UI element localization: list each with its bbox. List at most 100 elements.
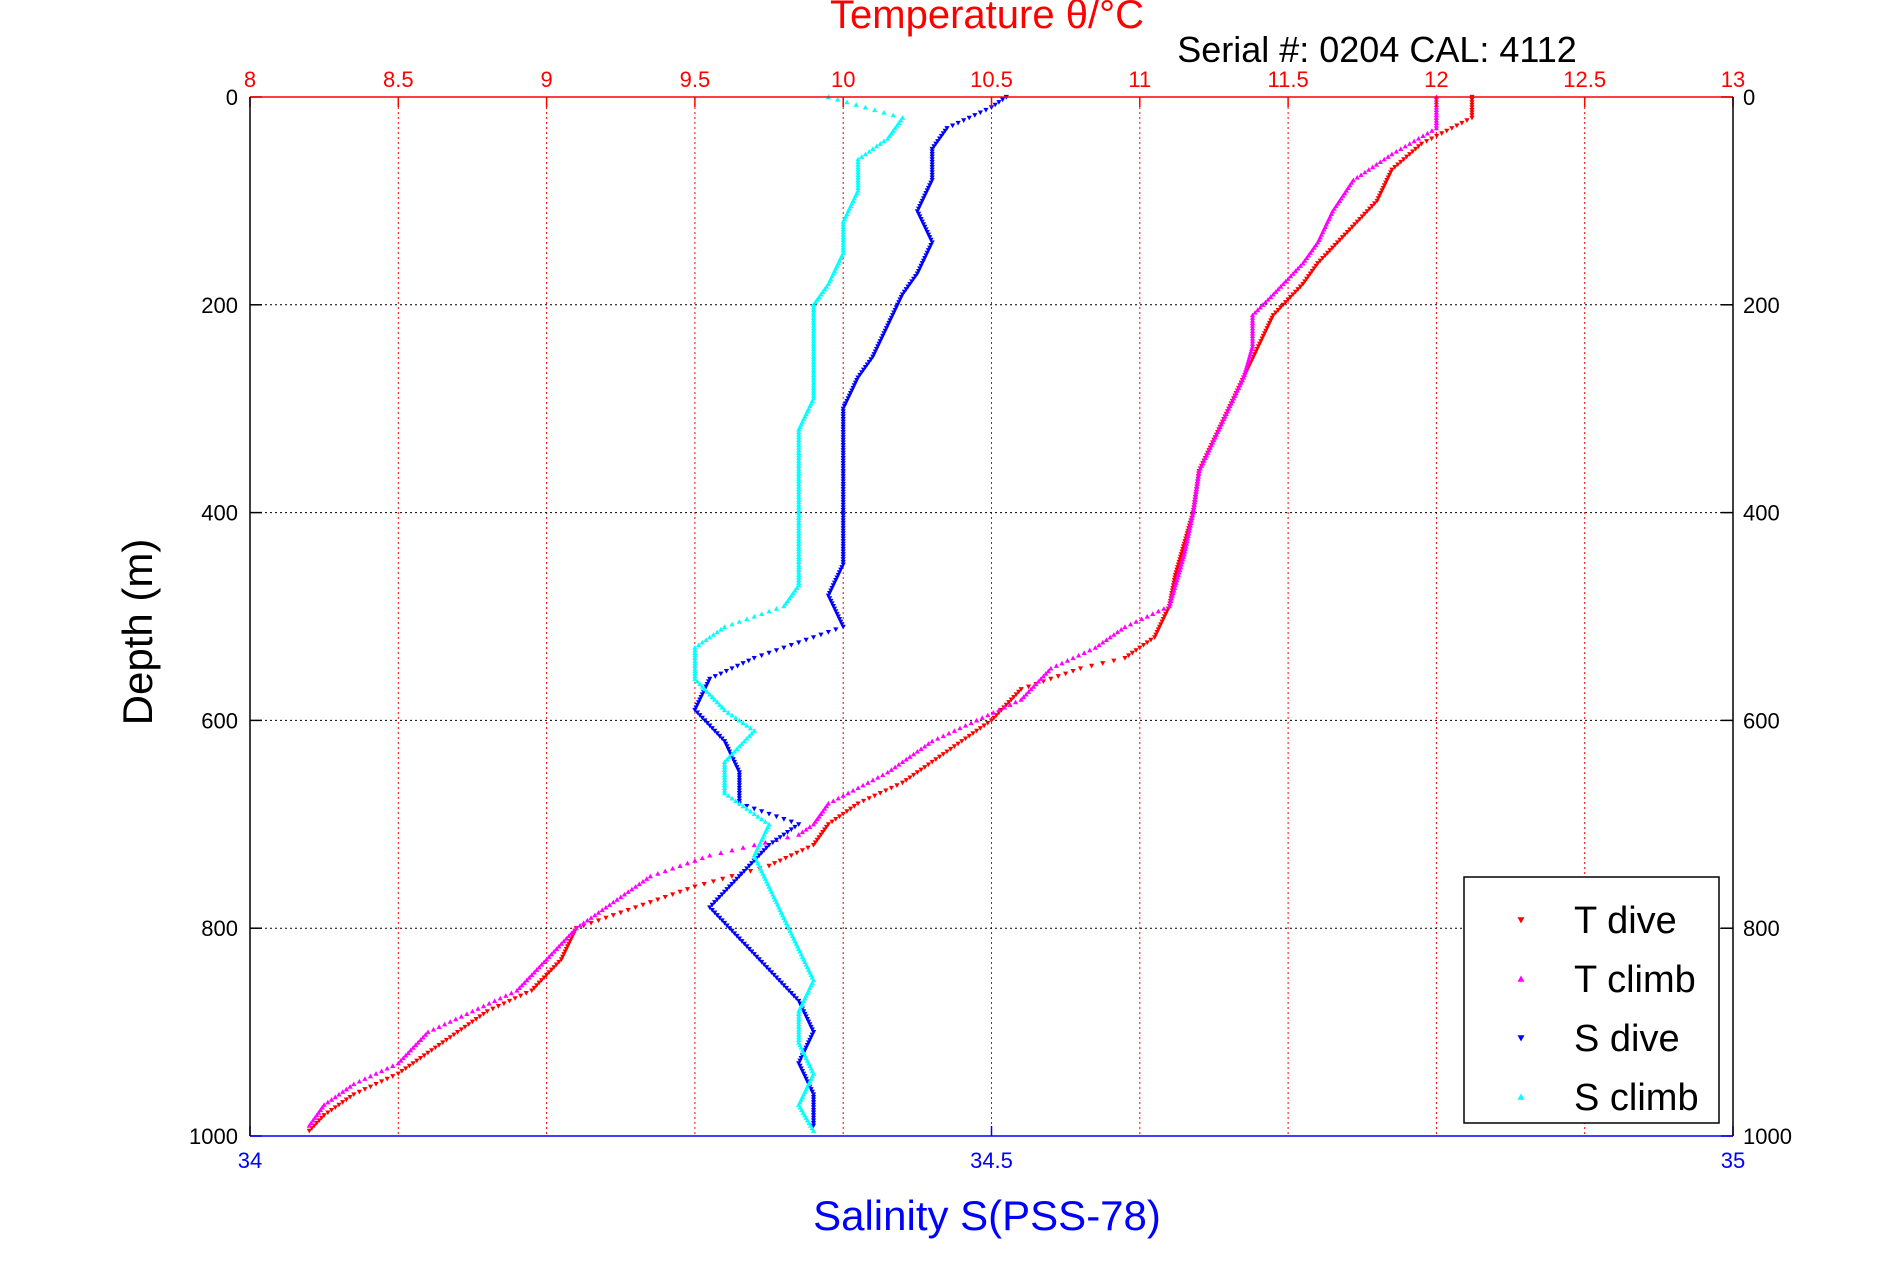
data-point — [796, 486, 802, 492]
data-point — [838, 619, 844, 625]
data-point — [1285, 297, 1291, 303]
data-point — [421, 1053, 427, 1059]
depth-tick-label-left: 200 — [201, 293, 238, 318]
data-point — [840, 409, 846, 414]
data-point — [836, 570, 843, 575]
data-point — [816, 294, 822, 300]
data-point — [929, 240, 935, 246]
data-point — [1144, 613, 1150, 619]
data-point — [1182, 548, 1188, 554]
data-point — [840, 239, 846, 245]
data-point — [810, 374, 817, 380]
data-point — [734, 876, 740, 882]
data-point — [896, 761, 902, 767]
data-point — [929, 167, 935, 173]
data-point — [940, 131, 946, 136]
data-point — [1192, 494, 1199, 500]
data-point — [739, 871, 745, 877]
data-point — [1181, 551, 1187, 557]
data-point — [692, 884, 698, 890]
data-point — [840, 224, 846, 229]
data-point — [1191, 502, 1197, 507]
data-point — [714, 731, 720, 736]
data-point — [892, 125, 898, 131]
data-point — [855, 172, 861, 178]
data-point — [403, 1052, 409, 1058]
data-point — [875, 774, 881, 780]
data-point — [566, 933, 572, 939]
data-point — [840, 559, 846, 565]
data-point — [828, 588, 834, 594]
data-point — [548, 951, 555, 957]
data-point — [951, 744, 958, 749]
data-point — [351, 1081, 357, 1087]
data-point — [866, 148, 872, 154]
data-point — [845, 790, 851, 796]
data-point — [835, 614, 841, 620]
data-point — [417, 1037, 424, 1042]
data-point — [1380, 185, 1386, 191]
data-point — [783, 855, 789, 861]
data-point — [1469, 105, 1475, 110]
data-point — [356, 1089, 362, 1095]
data-point — [796, 455, 802, 461]
data-point — [429, 1048, 435, 1053]
data-point — [935, 735, 941, 741]
data-point — [1362, 169, 1368, 175]
data-marks — [306, 94, 1475, 1134]
data-point — [724, 887, 730, 892]
data-point — [315, 1110, 322, 1115]
data-point — [840, 515, 846, 521]
data-point — [790, 590, 796, 596]
data-point — [809, 1089, 815, 1095]
data-point — [845, 396, 851, 401]
data-point — [1190, 510, 1196, 515]
data-point — [539, 961, 545, 967]
data-point — [796, 507, 802, 513]
data-point — [918, 201, 924, 207]
data-point — [936, 136, 943, 142]
data-point — [855, 785, 861, 791]
data-point — [899, 292, 906, 298]
data-point — [739, 939, 745, 944]
data-point — [1177, 557, 1183, 562]
depth-tick-label-right: 800 — [1743, 916, 1780, 941]
data-point — [1315, 261, 1321, 266]
data-point — [618, 894, 624, 900]
data-point — [558, 957, 565, 962]
data-point — [833, 578, 839, 583]
data-point — [862, 151, 869, 157]
data-point — [870, 354, 876, 360]
data-point — [899, 115, 906, 120]
data-point — [1252, 352, 1258, 357]
data-point — [1386, 172, 1393, 178]
data-point — [799, 848, 806, 853]
data-point — [1404, 154, 1410, 160]
data-point — [692, 858, 698, 863]
data-point — [796, 452, 802, 458]
data-point — [844, 398, 850, 404]
data-point — [1313, 242, 1319, 248]
data-point — [425, 1029, 431, 1035]
data-point — [625, 907, 631, 913]
data-point — [838, 567, 844, 573]
data-point — [840, 557, 846, 562]
data-point — [808, 1024, 814, 1030]
data-point — [536, 964, 542, 970]
data-point — [751, 952, 757, 957]
data-point — [796, 522, 802, 528]
data-point — [810, 1120, 817, 1126]
data-point — [712, 674, 718, 679]
data-point — [736, 796, 742, 801]
data-point — [840, 554, 846, 560]
data-point — [840, 417, 846, 422]
data-point — [1144, 640, 1150, 646]
data-point — [825, 800, 831, 806]
data-point — [771, 972, 777, 978]
data-point — [1252, 309, 1258, 315]
data-point — [343, 1097, 349, 1103]
data-point — [1158, 622, 1164, 627]
data-point — [929, 159, 935, 165]
data-point — [721, 764, 728, 770]
data-point — [1185, 533, 1191, 539]
